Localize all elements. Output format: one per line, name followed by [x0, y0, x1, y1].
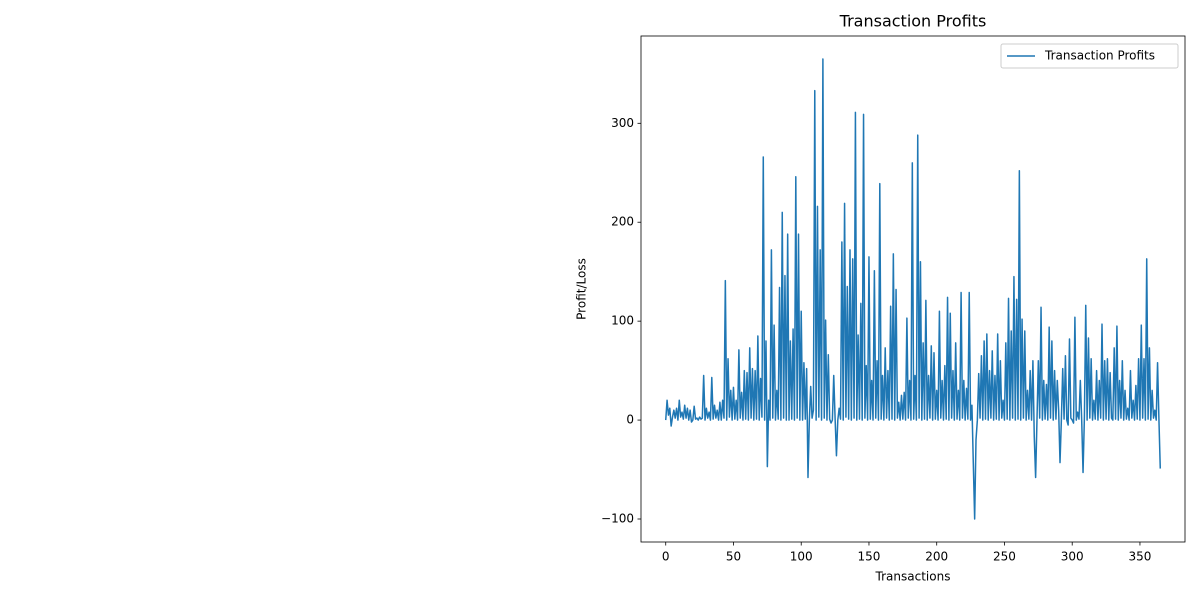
x-tick-label: 100	[790, 550, 813, 564]
x-tick-label: 200	[925, 550, 948, 564]
y-tick-label: 100	[611, 314, 634, 328]
legend: Transaction Profits	[1000, 43, 1179, 69]
x-tick-label: 300	[1061, 550, 1084, 564]
legend-label: Transaction Profits	[1044, 49, 1155, 63]
data-line	[664, 58, 1162, 520]
y-tick-label: 300	[611, 116, 634, 130]
plot-area	[664, 58, 1162, 520]
x-axis-label: Transactions	[875, 570, 951, 584]
chart-title: Transaction Profits	[839, 12, 987, 31]
y-axis-label: Profit/Loss	[575, 258, 589, 320]
x-tick-label: 0	[662, 550, 670, 564]
y-tick-label: 200	[611, 215, 634, 229]
y-tick-label: −100	[601, 512, 634, 526]
x-tick-label: 50	[726, 550, 741, 564]
x-tick-label: 350	[1128, 550, 1151, 564]
x-tick-label: 250	[993, 550, 1016, 564]
legend-box	[1000, 43, 1179, 69]
axes-frame	[640, 35, 1186, 543]
x-tick-label: 150	[858, 550, 881, 564]
y-tick-label: 0	[626, 413, 634, 427]
